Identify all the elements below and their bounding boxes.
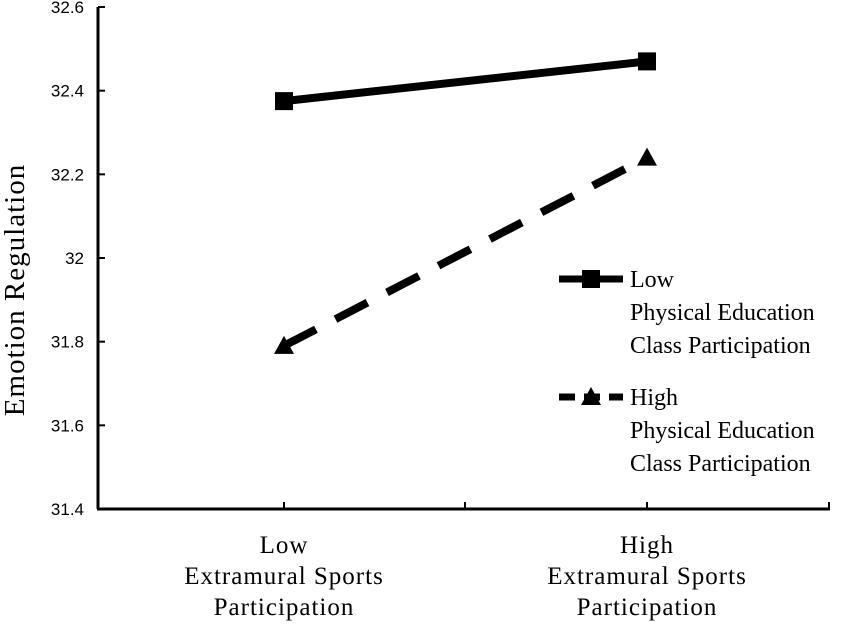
x-category-label: Participation	[577, 594, 718, 621]
legend-marker-square	[582, 270, 600, 288]
x-category-label: Participation	[214, 594, 355, 621]
legend-label: Class Participation	[630, 333, 811, 359]
data-point-square	[275, 92, 293, 111]
y-tick-label: 32	[65, 249, 84, 268]
legend-marker-triangle	[581, 387, 601, 405]
legend-label: Class Participation	[630, 451, 811, 477]
legend-label: High	[630, 385, 678, 411]
legend-label: Physical Education	[630, 300, 815, 326]
series-line	[282, 154, 649, 350]
y-tick-label: 31.4	[51, 500, 84, 519]
y-tick-label: 31.6	[51, 416, 84, 435]
series-1	[274, 147, 657, 354]
x-ticks	[283, 502, 830, 509]
legend: Low Physical Education Class Participation…	[559, 267, 815, 477]
y-tick-label: 32.6	[51, 0, 84, 17]
x-category-label: Low	[260, 532, 309, 559]
x-category-label: Extramural Sports	[547, 563, 747, 590]
y-tick-label: 32.4	[51, 82, 84, 101]
data-point-triangle	[637, 147, 657, 166]
x-category-labels: Low Extramural Sports Participation High Ext…	[184, 532, 747, 621]
y-ticks: 31.4 31.6 31.8 32 32.2 32.4 32.6	[51, 0, 105, 519]
series-group	[274, 52, 657, 354]
legend-label: Physical Education	[630, 418, 815, 444]
y-axis-label: Emotion Regulation	[0, 164, 31, 416]
legend-item: Low Physical Education Class Participation	[559, 267, 815, 359]
series-line	[283, 57, 648, 106]
x-category-label: Extramural Sports	[184, 563, 384, 590]
data-point-square	[638, 52, 656, 71]
legend-item: High Physical Education Class Participatio…	[559, 385, 815, 477]
data-point-triangle	[274, 335, 294, 354]
x-category-label: High	[620, 532, 674, 559]
series-0	[275, 52, 656, 111]
legend-label: Low	[630, 267, 675, 293]
y-tick-label: 31.8	[51, 333, 84, 352]
y-tick-label: 32.2	[51, 165, 84, 184]
